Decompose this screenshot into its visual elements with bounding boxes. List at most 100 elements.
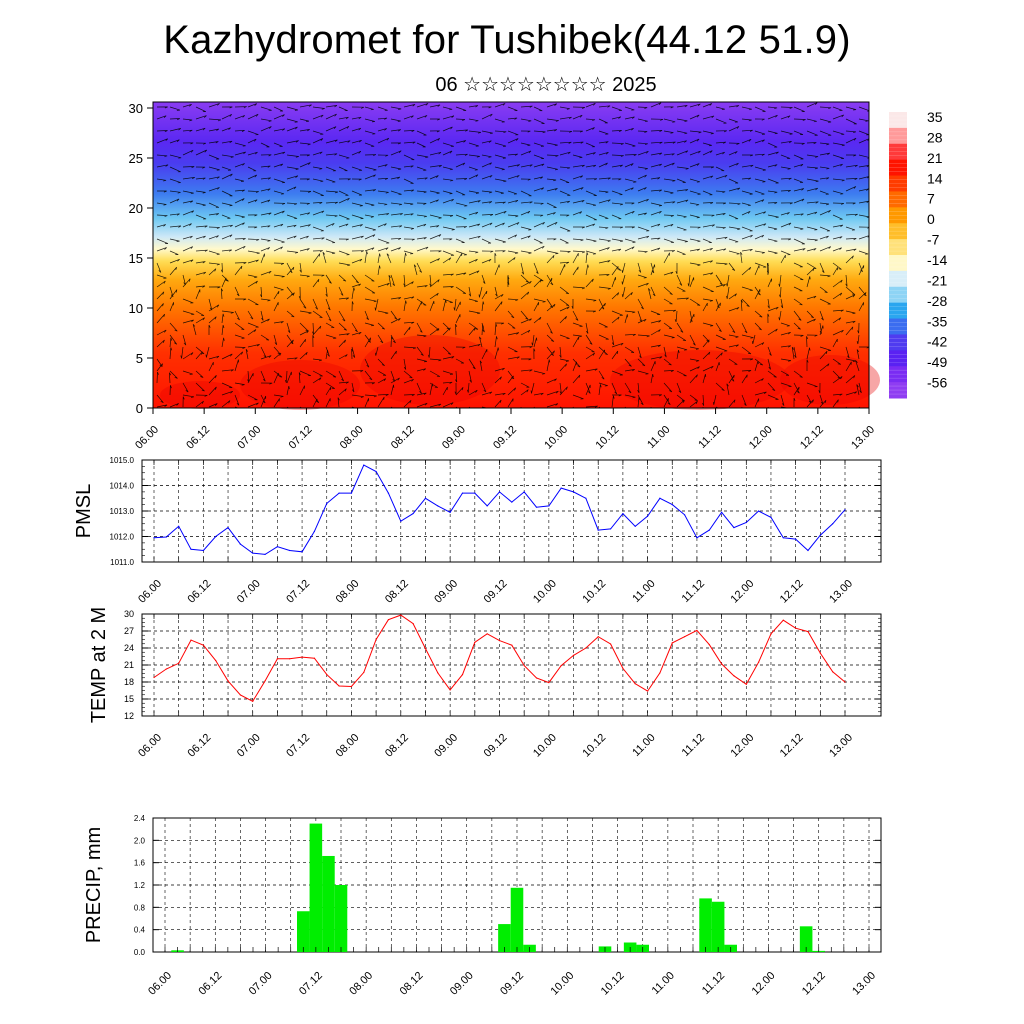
colorbar-label: -14 [927, 252, 947, 268]
wind-barb [754, 289, 761, 300]
wind-barb [325, 310, 332, 322]
wind-barb [585, 250, 597, 255]
wind-barb [403, 115, 414, 120]
wind-barb [235, 298, 247, 301]
wind-barb [182, 149, 194, 156]
wind-barb [364, 174, 376, 180]
data-point [190, 548, 192, 550]
wind-barb [325, 274, 332, 284]
wind-barb [780, 106, 793, 109]
data-point [597, 636, 599, 638]
wind-barb [468, 118, 479, 122]
wind-barb [481, 324, 484, 336]
wind-barb [637, 370, 649, 375]
wind-barb [429, 234, 442, 240]
wind-barb [507, 310, 515, 319]
wind-barb [621, 274, 626, 285]
wind-barb [611, 350, 619, 360]
data-point [683, 636, 686, 638]
wind-barb [611, 292, 620, 300]
data-point [400, 520, 402, 522]
wind-barb [364, 322, 375, 327]
wind-barb [728, 370, 735, 382]
wind-barb [559, 346, 562, 358]
wind-barb [650, 361, 656, 372]
wind-barb [364, 358, 370, 368]
data-point [622, 667, 624, 670]
wind-barb [624, 106, 635, 111]
wind-barb [351, 150, 362, 156]
wind-barb [390, 118, 401, 122]
wind-barb [767, 406, 769, 408]
wind-barb [325, 382, 335, 389]
wind-barb [442, 370, 454, 375]
wind-barb [195, 142, 207, 145]
wind-barb [180, 346, 184, 359]
wind-barb [611, 238, 624, 243]
wind-barb [728, 202, 741, 206]
wind-barb [481, 130, 493, 135]
wind-barb [715, 213, 726, 216]
wind-barb [234, 214, 245, 218]
wind-barb [156, 262, 162, 273]
wind-barb [195, 400, 204, 408]
wind-barb [689, 202, 700, 206]
x-tick-label: 09.00 [432, 578, 460, 606]
wind-barb [455, 238, 465, 243]
wind-barb [741, 374, 748, 384]
wind-barb [156, 130, 168, 133]
wind-barb [715, 130, 727, 133]
wind-barb [598, 346, 608, 356]
wind-barb [338, 274, 347, 282]
wind-barb [702, 150, 713, 156]
wind-barb [754, 178, 766, 183]
wind-barb [195, 235, 206, 240]
wind-barb [195, 190, 206, 194]
wind-barb [858, 188, 869, 192]
wind-barb [403, 202, 414, 206]
wind-barb [455, 202, 468, 207]
wind-barb [195, 225, 208, 228]
wind-barb [637, 187, 647, 192]
wind-barb [247, 259, 259, 264]
wind-barb [728, 293, 737, 300]
wind-barb [273, 202, 286, 205]
wind-barb [611, 394, 622, 397]
wind-barb [299, 178, 310, 181]
wind-barb [507, 153, 518, 156]
wind-barb [182, 310, 195, 315]
wind-barb [648, 288, 652, 300]
wind-barb [778, 310, 782, 321]
wind-barb [624, 246, 635, 252]
wind-barb [260, 370, 266, 382]
wind-barb [806, 359, 809, 371]
wind-barb [637, 198, 649, 204]
wind-barb [533, 176, 544, 180]
wind-barb [702, 115, 715, 120]
wind-barb [481, 274, 486, 284]
wind-barb [741, 177, 752, 180]
wind-barb [832, 142, 845, 147]
wind-barb [624, 394, 636, 399]
wind-barb [741, 234, 753, 240]
wind-barb [741, 202, 751, 207]
wind-barb [546, 188, 558, 192]
wind-barb [208, 250, 220, 255]
wind-barb [806, 347, 811, 360]
wind-barb [533, 118, 545, 124]
x-tick-label: 12.00 [728, 732, 756, 760]
wind-barb [494, 103, 506, 108]
y-tick-label: 18 [124, 677, 134, 687]
wind-barb [520, 105, 533, 108]
wind-barb [455, 286, 466, 294]
wind-barb [793, 226, 804, 230]
wind-barb [377, 394, 389, 397]
wind-barb [712, 394, 717, 405]
wind-barb [156, 313, 166, 324]
wind-barb [507, 117, 518, 120]
wind-barb [572, 154, 583, 159]
wind-barb [169, 139, 180, 144]
wind-barb [351, 274, 359, 284]
wind-barb [312, 226, 324, 232]
wind-barb [858, 262, 863, 273]
